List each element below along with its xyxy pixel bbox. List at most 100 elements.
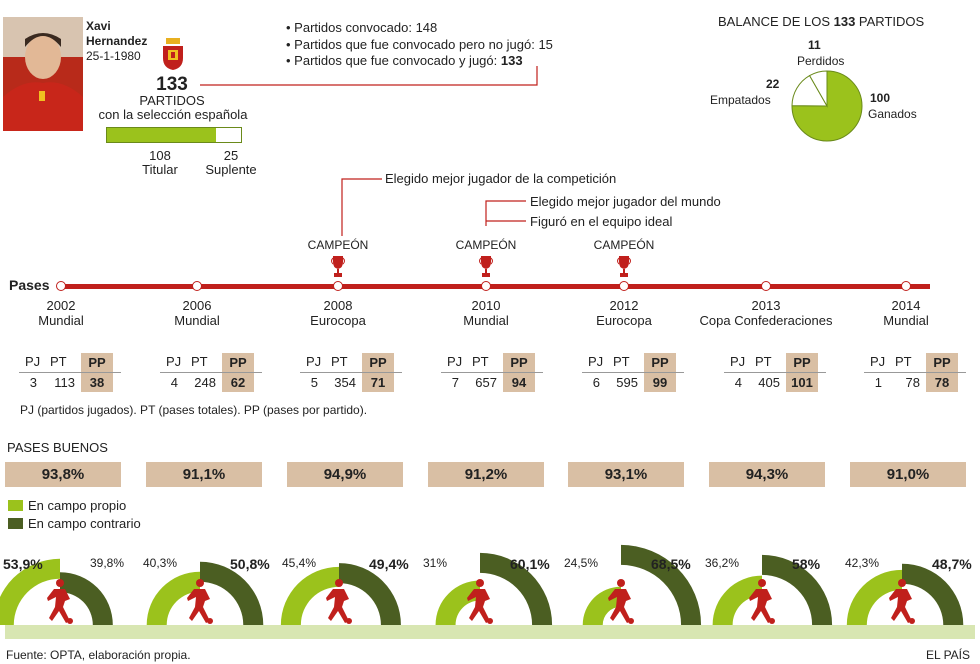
stats-pj-header: PJ	[447, 354, 463, 369]
stats-pj-value: 6	[592, 375, 600, 390]
empatados-label: Empatados	[710, 93, 771, 107]
player-figure-icon	[47, 579, 73, 624]
stats-pp-header: PP	[222, 353, 254, 372]
ganados-value: 100	[870, 91, 891, 105]
tournament-name: Mundial	[883, 313, 929, 328]
tournament-year: 2013	[751, 298, 781, 313]
player-figure-icon	[889, 579, 915, 624]
own-field-arc	[846, 569, 902, 625]
stats-pt-header: PT	[755, 354, 772, 369]
footer-source: Fuente: OPTA, elaboración propia.	[6, 648, 191, 662]
opp-field-arc	[200, 561, 264, 625]
field-arcs	[435, 552, 553, 625]
player-figure-icon	[187, 579, 213, 624]
player-photo	[3, 17, 83, 131]
opp-field-arc	[621, 544, 702, 625]
balance-title-post: PARTIDOS	[855, 14, 925, 29]
stats-value-row: 3 113 38	[19, 373, 121, 392]
matches-label: PARTIDOS	[139, 93, 205, 108]
tournament-name: Mundial	[38, 313, 84, 328]
stats-header-row: PJ PT PP	[300, 353, 402, 372]
trophy-icon	[331, 256, 345, 283]
stats-pt-value: 113	[54, 375, 75, 390]
own-field-percent: 24,5%	[564, 556, 599, 570]
tournament-year: 2002	[46, 298, 76, 313]
stats-header-row: PJ PT PP	[160, 353, 262, 372]
player-figure-icon	[326, 579, 352, 624]
timeline-node	[761, 281, 771, 291]
stats-value-row: 5 354 71	[300, 373, 402, 392]
balance-title: BALANCE DE LOS 133 PARTIDOS	[718, 14, 924, 29]
tournament-name: Copa Confederaciones	[699, 313, 833, 328]
total-matches: 133	[156, 74, 188, 95]
stats-pt-header: PT	[50, 354, 67, 369]
bullet-convocado: • Partidos convocado: 148	[286, 20, 438, 35]
stats-pj-value: 7	[451, 375, 459, 390]
pases-buenos-value: 94,3%	[709, 462, 825, 487]
balance-title-num: 133	[833, 14, 856, 29]
pases-buenos-value: 94,9%	[287, 462, 403, 487]
player-figure-icon	[749, 579, 775, 624]
pases-buenos-value: 91,0%	[850, 462, 966, 487]
stats-pp-value: 38	[81, 373, 113, 392]
stats-pp-header: PP	[362, 353, 394, 372]
opp-field-percent: 58%	[792, 556, 821, 572]
opp-field-arc	[902, 563, 964, 625]
legend-opp-swatch	[8, 518, 23, 529]
tournament-name: Eurocopa	[596, 313, 652, 328]
pases-buenos-value: 93,8%	[5, 462, 121, 487]
field-arcs	[846, 563, 964, 625]
own-field-arc	[146, 571, 200, 625]
stats-pp-value: 94	[503, 373, 535, 392]
own-field-arc	[435, 580, 480, 625]
timeline-axis	[58, 284, 930, 289]
timeline-node	[481, 281, 491, 291]
opp-field-percent: 49,4%	[369, 556, 409, 572]
perdidos-value: 11	[808, 38, 821, 52]
stats-pj-value: 3	[29, 375, 37, 390]
timeline-node	[192, 281, 202, 291]
suplente-label: Suplente	[205, 162, 257, 177]
stats-header-row: PJ PT PP	[864, 353, 966, 372]
pases-buenos-title: PASES BUENOS	[7, 440, 108, 455]
own-field-percent: 40,3%	[143, 556, 178, 570]
tournament-name: Mundial	[174, 313, 220, 328]
field-arcs	[146, 561, 264, 625]
own-field-percent: 36,2%	[705, 556, 740, 570]
stats-legend: PJ (partidos jugados). PT (pases totales…	[20, 403, 368, 417]
tournament-name: Eurocopa	[310, 313, 366, 328]
annotation-2010-b: Figuró en el equipo ideal	[530, 214, 673, 229]
annotation-2010-a: Elegido mejor jugador del mundo	[530, 194, 721, 209]
pases-buenos-value: 91,1%	[146, 462, 262, 487]
pases-buenos-value: 93,1%	[568, 462, 684, 487]
annotation-2008: Elegido mejor jugador de la competición	[385, 171, 617, 186]
stats-pp-value: 62	[222, 373, 254, 392]
tournament-name: Mundial	[463, 313, 509, 328]
trophy-icon	[617, 256, 631, 283]
stats-divider	[724, 372, 826, 373]
opp-field-percent: 68,5%	[651, 556, 691, 572]
connector-line	[200, 66, 538, 86]
empatados-value: 22	[766, 77, 780, 91]
balance-pie-chart	[791, 70, 863, 142]
tournament-year: 2010	[471, 298, 501, 313]
stats-pj-header: PJ	[166, 354, 182, 369]
own-field-percent: 53,9%	[3, 556, 43, 572]
legend-own-swatch	[8, 500, 23, 511]
trophy-icon	[479, 256, 493, 283]
stats-pt-value: 657	[475, 375, 497, 390]
stats-pt-header: PT	[472, 354, 489, 369]
titular-bar-fill	[107, 128, 216, 142]
player-name-2: Hernandez	[86, 34, 148, 48]
champion-label: CAMPEÓN	[307, 238, 369, 252]
stats-divider	[160, 372, 262, 373]
opp-field-percent: 48,7%	[932, 556, 972, 572]
stats-header-row: PJ PT PP	[441, 353, 543, 372]
stats-divider	[300, 372, 402, 373]
player-figure-icon	[608, 579, 634, 624]
timeline-node	[901, 281, 911, 291]
legend-own-label: En campo propio	[28, 498, 127, 513]
stats-value-row: 4 248 62	[160, 373, 262, 392]
stats-pt-header: PT	[331, 354, 348, 369]
bullet-no-jugo: • Partidos que fue convocado pero no jug…	[286, 37, 553, 52]
